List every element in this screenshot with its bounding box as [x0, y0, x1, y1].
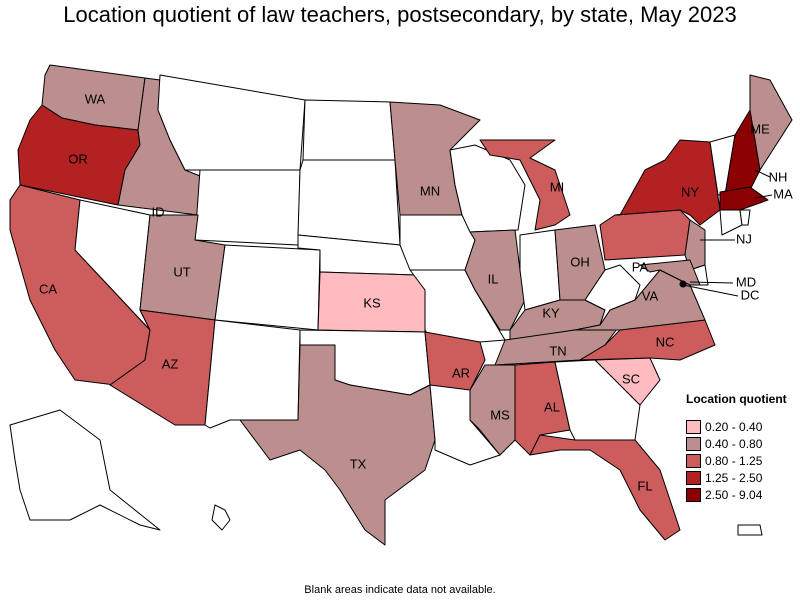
legend-item: 0.20 - 0.40: [686, 418, 787, 435]
state-nd[interactable]: [302, 99, 396, 161]
state-label-al: AL: [544, 399, 560, 414]
legend-swatch: [686, 436, 701, 451]
state-label-ks: KS: [363, 295, 381, 310]
legend-item: 0.40 - 0.80: [686, 435, 787, 452]
state-label-ma: MA: [773, 186, 793, 201]
state-md[interactable]: [639, 259, 701, 286]
legend-label: 2.50 - 9.04: [705, 487, 763, 502]
legend-swatch: [686, 470, 701, 485]
state-mi[interactable]: [479, 139, 571, 231]
state-label-pa: PA: [632, 259, 649, 274]
legend-label: 0.40 - 0.80: [705, 436, 763, 451]
state-ma[interactable]: [719, 186, 769, 211]
state-dc[interactable]: [679, 280, 687, 288]
state-label-tx: TX: [350, 456, 367, 471]
state-label-oh: OH: [570, 254, 590, 269]
state-label-nc: NC: [656, 334, 675, 349]
state-label-va: VA: [642, 288, 659, 303]
state-label-dc: DC: [741, 287, 760, 302]
state-wy[interactable]: [194, 169, 301, 246]
state-label-md: MD: [736, 274, 756, 289]
legend-swatch: [686, 453, 701, 468]
state-nm[interactable]: [204, 319, 301, 429]
state-pr[interactable]: [737, 524, 763, 536]
leader-line-nh: [754, 169, 771, 178]
state-label-ms: MS: [490, 407, 510, 422]
state-label-or: OR: [68, 151, 88, 166]
state-label-nj: NJ: [736, 231, 752, 246]
legend-label: 0.20 - 0.40: [705, 419, 763, 434]
state-label-sc: SC: [622, 371, 640, 386]
state-mt[interactable]: [157, 74, 306, 171]
state-label-me: ME: [750, 121, 770, 136]
state-label-mn: MN: [420, 183, 440, 198]
state-label-nh: NH: [769, 169, 788, 184]
state-nh[interactable]: [724, 109, 761, 196]
state-me[interactable]: [749, 74, 793, 171]
state-ak[interactable]: [9, 409, 161, 531]
state-wv[interactable]: [584, 264, 641, 326]
state-in[interactable]: [519, 229, 561, 311]
legend-title: Location quotient: [686, 392, 787, 406]
leader-line-ma: [754, 194, 773, 199]
state-fl[interactable]: [529, 434, 681, 541]
legend-item: 2.50 - 9.04: [686, 486, 787, 503]
state-co[interactable]: [214, 244, 321, 331]
legend-swatch: [686, 419, 701, 434]
state-ri[interactable]: [739, 209, 751, 226]
state-label-mi: MI: [550, 179, 564, 194]
state-nc[interactable]: [579, 319, 716, 361]
footnote: Blank areas indicate data not available.: [304, 584, 496, 596]
legend-item: 0.80 - 1.25: [686, 452, 787, 469]
state-pa[interactable]: [599, 209, 691, 261]
state-il[interactable]: [464, 229, 526, 331]
state-label-ny: NY: [681, 184, 699, 199]
state-label-ut: UT: [173, 264, 190, 279]
state-label-fl: FL: [637, 478, 652, 493]
state-label-ca: CA: [39, 281, 57, 296]
state-label-az: AZ: [162, 356, 179, 371]
legend-label: 0.80 - 1.25: [705, 453, 763, 468]
legend-label: 1.25 - 2.50: [705, 470, 763, 485]
leader-line-md: [689, 281, 734, 284]
state-label-tn: TN: [549, 343, 566, 358]
map-title: Location quotient of law teachers, posts…: [63, 2, 737, 27]
state-ia[interactable]: [399, 214, 476, 271]
legend: Location quotient 0.20 - 0.40 0.40 - 0.80…: [686, 392, 787, 503]
legend-swatch: [686, 487, 701, 502]
state-tx[interactable]: [239, 344, 436, 546]
state-hi[interactable]: [211, 504, 231, 531]
state-sd[interactable]: [297, 159, 401, 246]
state-label-ar: AR: [452, 365, 470, 380]
legend-item: 1.25 - 2.50: [686, 469, 787, 486]
state-label-il: IL: [488, 271, 499, 286]
leader-line-dc: [682, 284, 739, 297]
state-label-ky: KY: [542, 305, 560, 320]
state-label-id: ID: [152, 204, 165, 219]
state-label-wa: WA: [85, 91, 106, 106]
